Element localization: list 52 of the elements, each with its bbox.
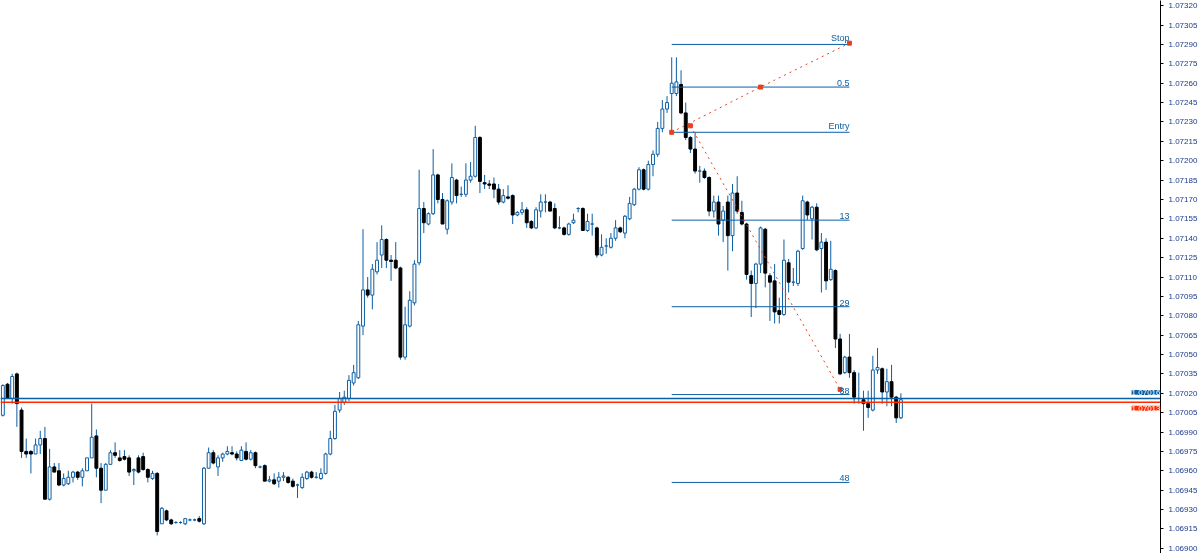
series-label: 29	[839, 297, 850, 308]
y-tick-label: 1.07065	[1168, 330, 1198, 340]
y-tick-label: 1.07170	[1168, 194, 1198, 204]
series-label: 38	[839, 385, 850, 396]
series-label: Stop	[830, 33, 850, 44]
series-label: Entry	[828, 121, 850, 132]
candlestick	[454, 178, 459, 204]
y-tick-label: 1.06900	[1168, 543, 1198, 553]
y-tick-label: 1.07080	[1168, 311, 1198, 321]
y-tick-label: 1.07125	[1168, 253, 1198, 263]
y-tick-label: 1.06990	[1168, 427, 1198, 437]
series-label: 13	[839, 211, 850, 222]
candlestick	[552, 202, 557, 230]
y-tick-label: 1.07020	[1168, 388, 1198, 398]
y-tick-label: 1.07320	[1168, 1, 1198, 11]
y-tick-label: 1.07140	[1168, 233, 1198, 243]
y-tick-label: 1.07155	[1168, 214, 1198, 224]
y-tick-label: 1.07050	[1168, 350, 1198, 360]
y-tick-label: 1.07230	[1168, 117, 1198, 127]
y-tick-label: 1.07245	[1168, 98, 1198, 108]
y-tick-label: 1.07215	[1168, 136, 1198, 146]
y-tick-label: 1.07275	[1168, 59, 1198, 69]
ref-line-label: 1.07016	[1131, 387, 1162, 397]
y-tick-label: 1.06960	[1168, 466, 1198, 476]
y-tick-label: 1.06975	[1168, 446, 1198, 456]
point	[687, 123, 693, 129]
candlestick	[828, 240, 833, 282]
candlestick	[384, 237, 389, 269]
y-tick-label: 1.07305	[1168, 20, 1198, 30]
candlestick	[819, 232, 824, 293]
y-tick-label: 1.06915	[1168, 524, 1198, 534]
y-tick-label: 1.07110	[1168, 272, 1198, 282]
y-tick-label: 1.07200	[1168, 156, 1198, 166]
point	[669, 129, 675, 135]
y-tick-label: 1.07260	[1168, 78, 1198, 88]
ref-line-label: 1.07013	[1131, 403, 1162, 413]
y-tick-label: 1.07095	[1168, 291, 1198, 301]
y-tick-label: 1.06945	[1168, 485, 1198, 495]
point	[758, 84, 764, 90]
candlestick	[496, 183, 501, 206]
candlestick	[524, 206, 529, 229]
y-tick-label: 1.07290	[1168, 39, 1198, 49]
series-label: 48	[839, 473, 850, 484]
y-tick-label: 1.07035	[1168, 369, 1198, 379]
y-tick-label: 1.06930	[1168, 505, 1198, 515]
candlestick	[543, 193, 548, 213]
y-tick-label: 1.07005	[1168, 408, 1198, 418]
candlestick	[510, 193, 515, 225]
y-tick-label: 1.07185	[1168, 175, 1198, 185]
series-label: 0.5	[836, 78, 850, 89]
candlestick	[379, 224, 384, 269]
candlestick	[585, 213, 590, 233]
